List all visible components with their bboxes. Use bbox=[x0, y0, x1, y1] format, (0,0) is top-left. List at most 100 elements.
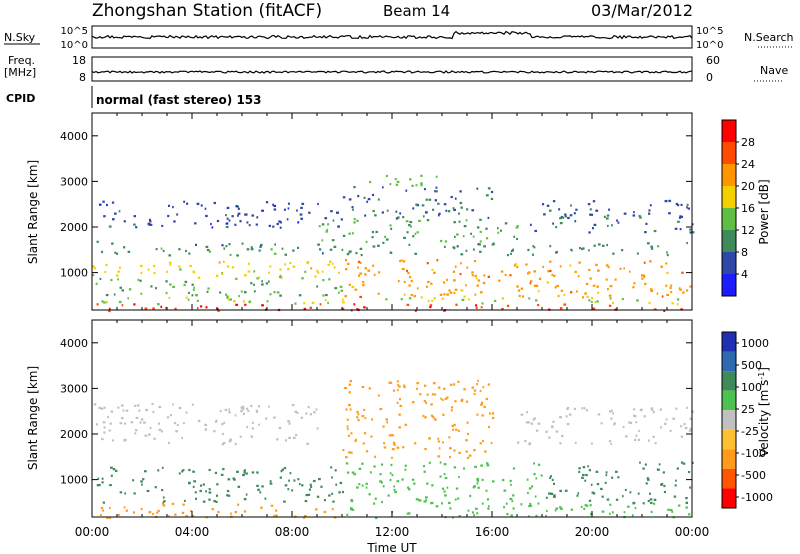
heatmap-cell bbox=[606, 243, 609, 247]
heatmap-cell bbox=[359, 247, 363, 250]
heatmap-cell bbox=[316, 427, 319, 430]
heatmap-cell bbox=[351, 285, 355, 288]
heatmap-cell bbox=[248, 224, 251, 227]
heatmap-cell bbox=[296, 411, 299, 415]
heatmap-cell bbox=[478, 243, 481, 246]
heatmap-cell bbox=[533, 473, 536, 476]
heatmap-cell bbox=[241, 242, 244, 245]
heatmap-cell bbox=[405, 189, 408, 192]
heatmap-cell bbox=[500, 270, 504, 273]
heatmap-cell bbox=[99, 277, 102, 281]
heatmap-cell bbox=[345, 408, 348, 411]
heatmap-cell bbox=[506, 253, 510, 257]
heatmap-cell bbox=[283, 466, 287, 470]
heatmap-cell bbox=[206, 290, 209, 293]
heatmap-cell bbox=[373, 465, 376, 468]
heatmap-cell bbox=[237, 205, 240, 208]
heatmap-cell bbox=[261, 283, 264, 286]
heatmap-cell bbox=[256, 471, 259, 474]
heatmap-cell bbox=[511, 499, 514, 503]
heatmap-cell bbox=[321, 223, 325, 226]
heatmap-cell bbox=[216, 219, 220, 223]
heatmap-cell bbox=[466, 266, 469, 269]
heatmap-cell bbox=[457, 497, 460, 500]
heatmap-cell bbox=[300, 206, 303, 209]
heatmap-cell bbox=[679, 228, 682, 231]
heatmap-cell bbox=[406, 303, 410, 306]
heatmap-cell bbox=[590, 213, 594, 216]
heatmap-cell bbox=[439, 461, 442, 464]
heatmap-cell bbox=[393, 443, 396, 446]
heatmap-cell bbox=[683, 423, 686, 426]
heatmap-cell bbox=[105, 264, 108, 267]
heatmap-cell bbox=[380, 463, 384, 466]
heatmap-cell bbox=[399, 212, 402, 215]
heatmap-cell bbox=[456, 233, 459, 236]
heatmap-cell bbox=[381, 500, 383, 504]
heatmap-cell bbox=[407, 486, 410, 489]
heatmap-cell bbox=[485, 489, 488, 492]
heatmap-cell bbox=[335, 483, 338, 486]
heatmap-cell bbox=[289, 472, 292, 475]
heatmap-cell bbox=[609, 285, 613, 288]
heatmap-cell bbox=[393, 485, 396, 488]
heatmap-cell bbox=[409, 220, 413, 224]
heatmap-cell bbox=[682, 291, 685, 294]
heatmap-cell bbox=[474, 274, 477, 278]
velocity-colorbar-segment bbox=[722, 410, 736, 430]
heatmap-cell bbox=[619, 267, 622, 270]
heatmap-cell bbox=[650, 510, 653, 513]
heatmap-cell bbox=[197, 276, 201, 279]
heatmap-cell bbox=[471, 274, 474, 277]
heatmap-cell bbox=[578, 467, 581, 470]
heatmap-cell bbox=[227, 478, 231, 481]
heatmap-cell bbox=[298, 482, 301, 486]
heatmap-cell bbox=[563, 293, 566, 297]
heatmap-cell bbox=[375, 230, 378, 234]
heatmap-cell bbox=[512, 494, 515, 497]
heatmap-cell bbox=[677, 220, 680, 223]
heatmap-cell bbox=[468, 454, 472, 457]
heatmap-cell bbox=[441, 502, 443, 505]
heatmap-cell bbox=[172, 285, 176, 289]
heatmap-cell bbox=[141, 483, 143, 486]
heatmap-cell bbox=[446, 293, 449, 296]
heatmap-cell bbox=[255, 223, 258, 226]
heatmap-cell bbox=[307, 493, 311, 496]
heatmap-cell bbox=[471, 386, 475, 389]
heatmap-cell bbox=[346, 428, 349, 431]
heatmap-cell bbox=[570, 291, 573, 294]
heatmap-cell bbox=[286, 218, 289, 221]
heatmap-cell bbox=[596, 482, 600, 486]
heatmap-cell bbox=[632, 214, 636, 217]
heatmap-cell bbox=[509, 274, 512, 277]
heatmap-cell bbox=[274, 243, 276, 246]
heatmap-cell bbox=[406, 512, 410, 515]
heatmap-cell bbox=[437, 214, 440, 217]
heatmap-cell bbox=[301, 277, 304, 280]
heatmap-cell bbox=[225, 222, 229, 225]
heatmap-cell bbox=[642, 502, 645, 505]
heatmap-cell bbox=[685, 506, 688, 509]
heatmap-cell bbox=[473, 514, 475, 517]
heatmap-cell bbox=[647, 499, 650, 503]
heatmap-cell bbox=[147, 268, 150, 271]
heatmap-cell bbox=[292, 249, 295, 252]
heatmap-cell bbox=[488, 425, 491, 429]
heatmap-cell bbox=[296, 209, 298, 212]
heatmap-cell bbox=[114, 212, 117, 215]
heatmap-cell bbox=[617, 476, 620, 479]
heatmap-cell bbox=[442, 441, 444, 444]
heatmap-cell bbox=[528, 297, 531, 300]
heatmap-cell bbox=[202, 500, 206, 503]
heatmap-cell bbox=[606, 498, 610, 501]
heatmap-cell bbox=[396, 401, 399, 405]
heatmap-cell bbox=[446, 396, 449, 399]
heatmap-cell bbox=[653, 498, 657, 501]
heatmap-cell bbox=[371, 236, 374, 239]
heatmap-cell bbox=[340, 218, 343, 221]
heatmap-cell bbox=[259, 491, 262, 494]
heatmap-cell bbox=[454, 197, 457, 200]
heatmap-cell bbox=[585, 504, 589, 507]
